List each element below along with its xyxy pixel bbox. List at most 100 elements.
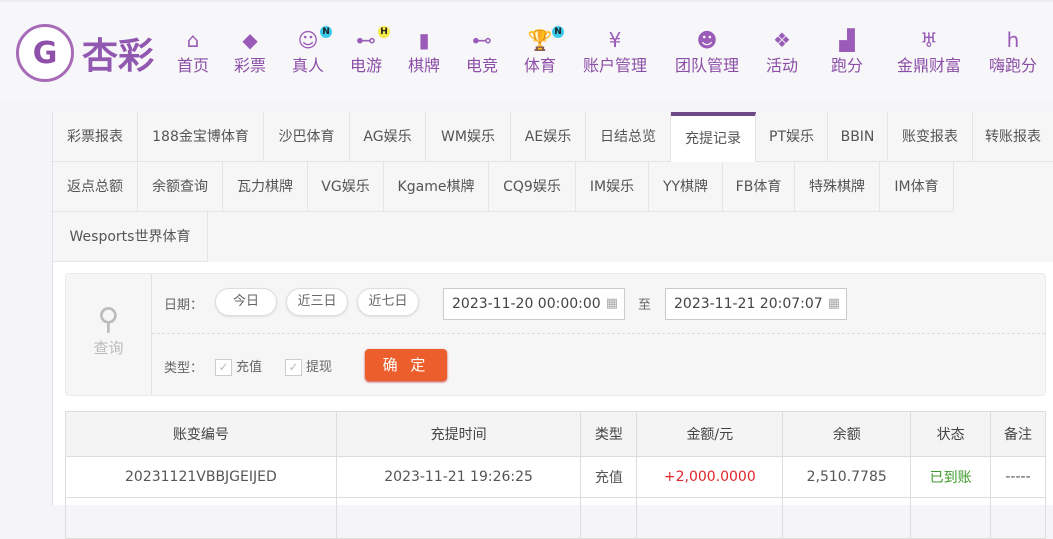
nav-label: 体育 bbox=[524, 56, 557, 75]
withdraw-checkbox[interactable]: ✓ 提现 bbox=[285, 356, 332, 376]
tab-0-1[interactable]: 188金宝博体育 bbox=[138, 112, 264, 162]
tab-0-6[interactable]: 日结总览 bbox=[586, 112, 671, 162]
nav-label: 金鼎财富 bbox=[897, 56, 962, 75]
tab-1-7[interactable]: YY棋牌 bbox=[649, 162, 723, 212]
column-header[interactable]: 余额 bbox=[782, 411, 912, 457]
column-header[interactable]: 类型 bbox=[580, 411, 638, 457]
tab-1-9[interactable]: 特殊棋牌 bbox=[795, 162, 880, 212]
nav-item-4[interactable]: ▮ 棋牌 bbox=[408, 28, 440, 76]
table-cell bbox=[580, 497, 638, 539]
hi-icon: h bbox=[1006, 28, 1020, 52]
end-date-input[interactable]: 2023-11-21 20:07:07 ▦ bbox=[665, 288, 847, 320]
query-title: 查询 bbox=[93, 339, 124, 357]
calendar-icon[interactable]: ▦ bbox=[827, 296, 840, 311]
withdraw-label: 提现 bbox=[306, 360, 333, 375]
table-header: 账变编号 充提时间 类型 金额/元 余额 状态 备注 bbox=[65, 411, 1046, 457]
start-date-value: 2023-11-20 00:00:00 bbox=[452, 296, 601, 312]
nav-label: 跑分 bbox=[831, 56, 864, 75]
tab-1-10[interactable]: IM体育 bbox=[880, 162, 954, 212]
nav-item-1[interactable]: ◆ 彩票 bbox=[234, 28, 266, 76]
tab-0-3[interactable]: AG娱乐 bbox=[350, 112, 426, 162]
nav-label: 电竞 bbox=[466, 56, 499, 75]
ding-icon: ♅ bbox=[920, 28, 938, 52]
last-3-days-button[interactable]: 近三日 bbox=[286, 288, 348, 316]
query-panel: ⚲ 查询 日期： 今日 近三日 近七日 2023-11-20 00:00:00 ▦… bbox=[65, 273, 1046, 396]
nav-item-0[interactable]: ⌂ 首页 bbox=[177, 28, 209, 76]
tab-0-8[interactable]: PT娱乐 bbox=[756, 112, 828, 162]
check-icon: ✓ bbox=[285, 359, 302, 376]
nav-item-9[interactable]: ❖ 活动 bbox=[766, 28, 798, 76]
last-7-days-button[interactable]: 近七日 bbox=[357, 288, 419, 316]
tab-0-10[interactable]: 账变报表 bbox=[888, 112, 973, 162]
tab-1-2[interactable]: 瓦力棋牌 bbox=[223, 162, 308, 212]
column-header[interactable]: 金额/元 bbox=[636, 411, 784, 457]
team-icon: ☻ bbox=[696, 28, 718, 52]
nav-item-6[interactable]: 🏆 N 体育 bbox=[524, 26, 565, 76]
search-icon: ⚲ bbox=[97, 302, 120, 337]
calendar-icon[interactable]: ▦ bbox=[605, 296, 618, 311]
tab-1-8[interactable]: FB体育 bbox=[723, 162, 795, 212]
column-header[interactable]: 状态 bbox=[910, 411, 992, 457]
end-date-value: 2023-11-21 20:07:07 bbox=[674, 296, 823, 312]
tab-0-9[interactable]: BBIN bbox=[828, 112, 888, 162]
tab-0-11[interactable]: 转账报表 bbox=[973, 112, 1053, 162]
tab-1-3[interactable]: VG娱乐 bbox=[308, 162, 384, 212]
nav-label: 嗨跑分 bbox=[989, 56, 1038, 75]
column-header[interactable]: 账变编号 bbox=[65, 411, 337, 457]
date-label: 日期： bbox=[164, 298, 204, 313]
nav-item-11[interactable]: ♅ 金鼎财富 bbox=[897, 28, 961, 76]
nav-item-12[interactable]: h 嗨跑分 bbox=[989, 28, 1037, 76]
nav-label: 团队管理 bbox=[675, 56, 740, 75]
nav-label: 棋牌 bbox=[408, 56, 441, 75]
nav-item-10[interactable]: ▟ 跑分 bbox=[831, 28, 863, 76]
deposit-checkbox[interactable]: ✓ 充值 bbox=[215, 356, 262, 376]
logo-emblem-icon: G bbox=[16, 24, 74, 82]
table-cell: ----- bbox=[990, 456, 1046, 498]
nav-item-2[interactable]: ☺ N 真人 bbox=[292, 26, 333, 76]
cards-icon: ▮ bbox=[418, 28, 430, 52]
records-table: 账变编号 充提时间 类型 金额/元 余额 状态 备注 20231121VBBJGEIJED 2… bbox=[65, 411, 1046, 539]
table-cell bbox=[636, 497, 784, 539]
badge: H bbox=[378, 26, 391, 38]
tab-0-5[interactable]: AE娱乐 bbox=[511, 112, 586, 162]
home-icon: ⌂ bbox=[186, 28, 200, 52]
tab-0-2[interactable]: 沙巴体育 bbox=[264, 112, 350, 162]
table-cell bbox=[990, 497, 1046, 539]
gift-icon: ❖ bbox=[773, 28, 791, 52]
tab-1-1[interactable]: 余额查询 bbox=[138, 162, 223, 212]
main-content: 彩票报表 188金宝博体育 沙巴体育 AG娱乐 WM娱乐 AE娱乐 日结总览 充提记录 PT娱乐… bbox=[52, 112, 1053, 539]
top-header: G 杏彩 ⌂ 首页 ◆ 彩票 ☺ N 真人 ⊷ H 电游 ▮ 棋牌 ⊷ 电竞 🏆 N 体育 ¥ 账户管理 ☻ 团队管理 ❖… bbox=[0, 0, 1053, 100]
column-header[interactable]: 充提时间 bbox=[335, 411, 582, 457]
deposit-label: 充值 bbox=[236, 360, 263, 375]
yen-icon: ¥ bbox=[608, 28, 622, 52]
query-header: ⚲ 查询 bbox=[66, 274, 152, 395]
badge: N bbox=[552, 26, 565, 38]
column-header[interactable]: 备注 bbox=[990, 411, 1046, 457]
tab-0-7[interactable]: 充提记录 bbox=[671, 112, 756, 162]
tab-0-4[interactable]: WM娱乐 bbox=[426, 112, 511, 162]
nav-item-7[interactable]: ¥ 账户管理 bbox=[583, 28, 647, 76]
tab-1-0[interactable]: 返点总额 bbox=[53, 162, 138, 212]
tab-1-6[interactable]: IM娱乐 bbox=[576, 162, 649, 212]
start-date-input[interactable]: 2023-11-20 00:00:00 ▦ bbox=[443, 288, 625, 320]
tab-0-0[interactable]: 彩票报表 bbox=[53, 112, 138, 162]
nav-item-8[interactable]: ☻ 团队管理 bbox=[675, 28, 739, 76]
tab-1-5[interactable]: CQ9娱乐 bbox=[489, 162, 576, 212]
tab-1-4[interactable]: Kgame棋牌 bbox=[384, 162, 489, 212]
dealer-icon: ☺ N bbox=[292, 26, 333, 52]
nav-item-3[interactable]: ⊷ H 电游 bbox=[350, 26, 391, 76]
nav-label: 电游 bbox=[350, 56, 383, 75]
nav-label: 活动 bbox=[766, 56, 799, 75]
today-button[interactable]: 今日 bbox=[215, 288, 277, 316]
table-cell bbox=[65, 497, 337, 539]
confirm-button[interactable]: 确 定 bbox=[365, 349, 447, 381]
rhino-icon: ▟ bbox=[839, 28, 855, 52]
nav-item-5[interactable]: ⊷ 电竞 bbox=[466, 28, 498, 76]
check-icon: ✓ bbox=[215, 359, 232, 376]
report-tabs: 彩票报表 188金宝博体育 沙巴体育 AG娱乐 WM娱乐 AE娱乐 日结总览 充提记录 PT娱乐… bbox=[53, 112, 1053, 262]
table-cell: 充值 bbox=[580, 456, 638, 498]
tab-2-0[interactable]: Wesports世界体育 bbox=[53, 212, 208, 262]
table-cell: 已到账 bbox=[910, 456, 992, 498]
logo[interactable]: G 杏彩 bbox=[16, 24, 154, 82]
table-cell bbox=[910, 497, 992, 539]
